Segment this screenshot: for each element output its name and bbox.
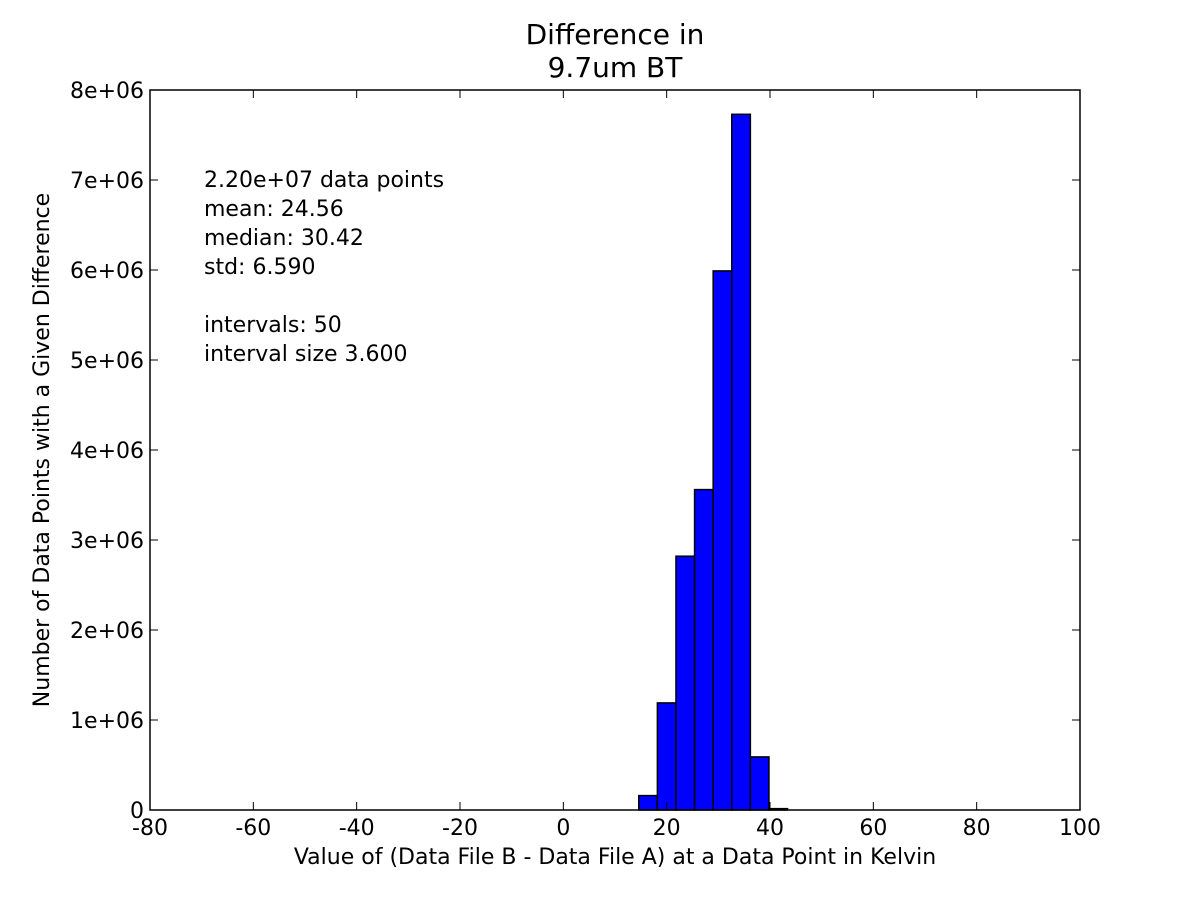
- histogram-bar: [693, 488, 714, 811]
- x-axis-label: Value of (Data File B - Data File A) at …: [294, 845, 936, 870]
- y-tick-label: 0: [130, 799, 144, 824]
- x-tick-label: -60: [235, 816, 271, 841]
- y-tick-label: 1e+06: [70, 709, 144, 734]
- x-axis-ticks: -80 -60 -40 -20 0 20 40 60 80 100: [132, 90, 1101, 841]
- histogram-bar: [712, 270, 733, 811]
- chart-title: Difference in9.7um BT: [526, 18, 705, 84]
- histogram-bars: [638, 113, 789, 811]
- y-tick-label: 6e+06: [70, 259, 144, 284]
- histogram-bar: [656, 702, 677, 811]
- stats-line: mean: 24.56: [204, 197, 344, 222]
- stats-line: median: 30.42: [204, 226, 364, 251]
- x-tick-label: 40: [756, 816, 784, 841]
- y-axis-label: Number of Data Points with a Given Diffe…: [30, 193, 55, 707]
- x-tick-label: -80: [132, 816, 168, 841]
- chart-title-line: 9.7um BT: [548, 51, 684, 84]
- y-tick-label: 8e+06: [70, 79, 144, 104]
- y-tick-label: 4e+06: [70, 439, 144, 464]
- y-tick-label: 2e+06: [70, 619, 144, 644]
- stats-annotation: 2.20e+07 data points mean: 24.56 median: 3…: [204, 168, 444, 367]
- stats-line: interval size 3.600: [204, 342, 408, 367]
- histogram-bar: [731, 113, 752, 811]
- x-tick-label: 80: [963, 816, 991, 841]
- histogram-bar: [638, 794, 659, 811]
- x-tick-label: -20: [442, 816, 478, 841]
- chart-title-line: Difference in: [526, 18, 705, 51]
- x-tick-label: 100: [1059, 816, 1101, 841]
- y-tick-label: 5e+06: [70, 349, 144, 374]
- stats-line: intervals: 50: [204, 313, 342, 338]
- x-tick-label: 20: [653, 816, 681, 841]
- y-tick-label: 3e+06: [70, 529, 144, 554]
- x-tick-label: 0: [556, 816, 570, 841]
- x-tick-label: -40: [339, 816, 375, 841]
- histogram-bar: [675, 555, 696, 811]
- x-tick-label: 60: [859, 816, 887, 841]
- y-tick-label: 7e+06: [70, 169, 144, 194]
- stats-line: std: 6.590: [204, 255, 315, 280]
- y-axis-ticks: 0 1e+06 2e+06 3e+06 4e+06 5e+06 6e+06 7e+06 8e+0…: [70, 79, 1080, 824]
- stats-line: 2.20e+07 data points: [204, 168, 444, 193]
- histogram-bar: [749, 756, 770, 811]
